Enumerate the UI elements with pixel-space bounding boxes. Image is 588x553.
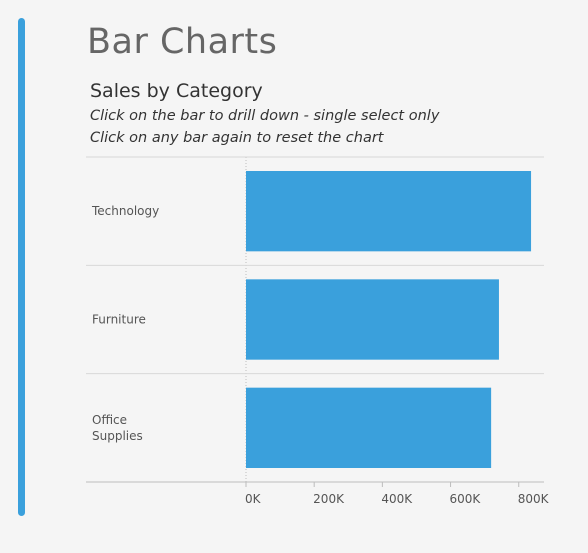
chart-instruction-1: Click on the bar to drill down - single … — [90, 108, 440, 124]
category-label: Furniture — [92, 313, 146, 327]
x-tick-label: 800K — [518, 492, 550, 506]
bar-technology[interactable] — [246, 171, 532, 252]
category-label: Technology — [91, 204, 159, 218]
category-label: Office — [92, 413, 127, 427]
category-label: Supplies — [92, 429, 143, 443]
bar-furniture[interactable] — [246, 279, 499, 360]
page-title: Bar Charts — [87, 22, 278, 62]
bar-office-supplies[interactable] — [246, 387, 492, 468]
accent-bar — [18, 18, 25, 516]
x-tick-label: 0K — [245, 492, 262, 506]
chart-title: Sales by Category — [90, 80, 263, 102]
x-tick-label: 600K — [450, 492, 482, 506]
chart-instruction-2: Click on any bar again to reset the char… — [90, 130, 384, 146]
x-tick-label: 200K — [313, 492, 345, 506]
x-tick-label: 400K — [381, 492, 413, 506]
